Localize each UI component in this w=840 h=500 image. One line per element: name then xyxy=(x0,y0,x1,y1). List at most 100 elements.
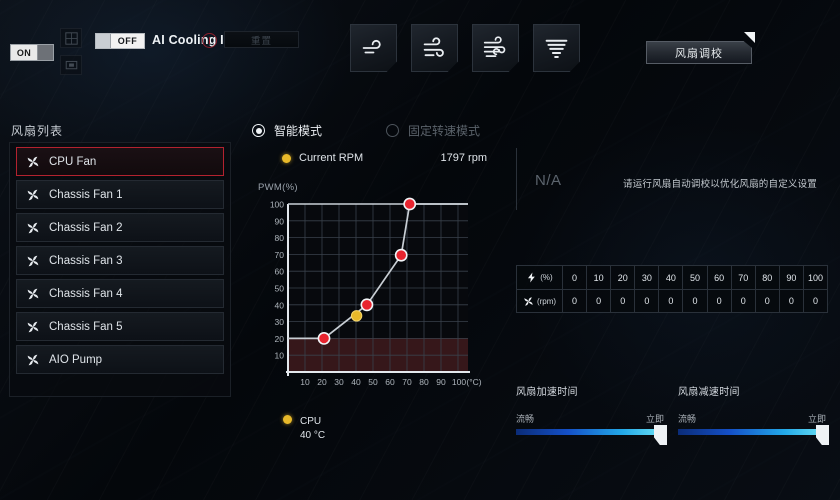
table-row: (%) 0 10 20 30 40 50 60 70 80 90 100 xyxy=(517,266,827,289)
ai-cooling-toggle-knob xyxy=(96,34,111,48)
fan-icon xyxy=(27,354,39,365)
power-toggle[interactable]: ON xyxy=(10,44,54,61)
y-tick-40: 40 xyxy=(275,300,285,310)
sidebar-item-cpu-fan[interactable]: CPU Fan xyxy=(16,147,224,176)
fan-accel-min-label: 流畅 xyxy=(516,414,535,424)
fan-icon xyxy=(524,296,533,306)
table-unit-rpm: (rpm) xyxy=(536,296,557,306)
y-tick-60: 60 xyxy=(275,267,285,277)
table-cell: 50 xyxy=(683,266,708,289)
table-cell: 80 xyxy=(756,266,780,289)
current-rpm-value: 1797 rpm xyxy=(440,152,487,164)
sidebar-item-chassis-fan-4[interactable]: Chassis Fan 4 xyxy=(16,279,224,308)
x-tick-60: 60 xyxy=(385,377,395,387)
sidebar-item-label: Chassis Fan 3 xyxy=(49,254,123,267)
y-tick-20: 20 xyxy=(275,334,285,344)
preset-silent-button[interactable] xyxy=(350,24,397,72)
sidebar-item-label: Chassis Fan 2 xyxy=(49,221,123,234)
table-cell: 0 xyxy=(732,290,756,312)
sidebar-item-chassis-fan-5[interactable]: Chassis Fan 5 xyxy=(16,312,224,341)
current-temp-marker xyxy=(350,310,363,322)
y-tick-30: 30 xyxy=(275,317,285,327)
table-cell: 0 xyxy=(683,290,708,312)
fan-accel-max-label: 立即 xyxy=(645,414,664,424)
monitor-icon-button[interactable] xyxy=(60,55,82,75)
mode-smart[interactable]: 智能模式 xyxy=(252,122,322,139)
mode-fixed-rpm[interactable]: 固定转速模式 xyxy=(386,122,480,139)
radio-fixed-rpm-mode[interactable] xyxy=(386,124,400,137)
reset-button-label: 重置 xyxy=(250,35,272,47)
cpu-temperature-legend: CPU 40 °C xyxy=(283,415,325,442)
sidebar-item-label: CPU Fan xyxy=(49,155,97,168)
table-row: (rpm) 0 0 0 0 0 0 0 0 0 0 0 xyxy=(517,289,827,312)
lightning-icon xyxy=(528,272,536,283)
table-cell: 40 xyxy=(659,266,684,289)
preset-standard-button[interactable] xyxy=(411,24,458,72)
fan-decel-slider-handle[interactable] xyxy=(816,425,829,445)
table-cell: 0 xyxy=(563,290,588,312)
sidebar-item-chassis-fan-1[interactable]: Chassis Fan 1 xyxy=(16,180,224,209)
grid-icon xyxy=(64,31,78,45)
sidebar-item-aio-pump[interactable]: AIO Pump xyxy=(16,345,224,374)
table-cell: 0 xyxy=(563,266,588,289)
fan-icon xyxy=(27,288,39,299)
table-cell: 60 xyxy=(708,266,732,289)
fan-decel-time-slider[interactable] xyxy=(678,425,829,445)
power-toggle-label: ON xyxy=(16,47,32,58)
preset-turbo-button[interactable] xyxy=(472,24,519,72)
y-tick-100: 100 xyxy=(270,200,284,210)
fan-accel-time-title: 风扇加速时间 xyxy=(516,387,578,398)
reset-button[interactable]: 重置 xyxy=(224,31,299,48)
y-tick-90: 90 xyxy=(275,216,285,226)
fan-icon xyxy=(27,255,39,266)
x-tick-100: 100 xyxy=(452,377,466,387)
calibration-hint-text: 请运行风扇自动调校以优化风扇的自定义设置 xyxy=(623,179,818,190)
info-icon[interactable] xyxy=(202,33,217,48)
monitor-icon xyxy=(65,60,77,69)
x-tick-50: 50 xyxy=(368,377,378,387)
right-panel-divider xyxy=(516,148,517,210)
x-tick-90: 90 xyxy=(436,377,446,387)
table-cell: 100 xyxy=(807,272,823,283)
table-row-header-rpm: (rpm) xyxy=(517,290,563,312)
fan-accel-time-end-labels: 流畅 立即 xyxy=(516,412,664,425)
fan-accel-time-block: 风扇加速时间 流畅 立即 xyxy=(516,383,667,445)
fan-decel-time-end-labels: 流畅 立即 xyxy=(678,412,826,425)
header-bar: ON OFF AI Cooling II 重置 xyxy=(0,0,840,95)
current-rpm-dot-icon xyxy=(282,153,291,163)
ai-cooling-toggle-label: OFF xyxy=(117,36,138,46)
x-tick-80: 80 xyxy=(419,377,429,387)
sidebar-item-label: Chassis Fan 1 xyxy=(49,188,123,201)
fan-accel-time-slider[interactable] xyxy=(516,425,667,445)
table-cell: 0 xyxy=(635,290,660,312)
fan-tuning-button[interactable]: 风扇调校 xyxy=(646,41,752,64)
ai-cooling-toggle[interactable]: OFF xyxy=(95,33,145,49)
preset-full-speed-button[interactable] xyxy=(533,24,580,72)
fan-icon xyxy=(27,156,39,167)
fan-accel-slider-handle[interactable] xyxy=(654,425,667,445)
table-cell: 0 xyxy=(756,290,780,312)
grid-icon-button[interactable] xyxy=(60,28,82,48)
fan-curve-chart[interactable]: PWM(%) xyxy=(258,182,486,394)
table-cell: 0 xyxy=(780,290,804,312)
sidebar-item-chassis-fan-2[interactable]: Chassis Fan 2 xyxy=(16,213,224,242)
x-axis-unit-label: (°C) xyxy=(466,377,481,387)
fan-list-title: 风扇列表 xyxy=(11,124,64,138)
fan-curve-plot[interactable]: 100 90 80 70 60 50 40 30 20 10 10 20 30 … xyxy=(258,194,486,392)
table-row-header-pwm: (%) xyxy=(517,266,563,289)
pwm-rpm-table: (%) 0 10 20 30 40 50 60 70 80 90 100 (rp… xyxy=(516,265,828,313)
fan-decel-min-label: 流畅 xyxy=(678,414,697,424)
fan-decel-time-block: 风扇减速时间 流畅 立即 xyxy=(678,383,829,445)
table-cell: 0 xyxy=(708,290,732,312)
curve-point-2 xyxy=(360,298,374,312)
table-cell: 0 xyxy=(611,290,636,312)
mode-fixed-rpm-label: 固定转速模式 xyxy=(408,124,481,138)
table-cell: 10 xyxy=(587,266,612,289)
radio-smart-mode[interactable] xyxy=(252,124,265,137)
sidebar-item-chassis-fan-3[interactable]: Chassis Fan 3 xyxy=(16,246,224,275)
current-rpm-row: Current RPM 1797 rpm xyxy=(282,152,487,164)
x-tick-20: 20 xyxy=(317,377,327,387)
mode-smart-label: 智能模式 xyxy=(274,124,323,138)
table-cell: 70 xyxy=(732,266,756,289)
fan-decel-time-title: 风扇减速时间 xyxy=(678,387,740,398)
